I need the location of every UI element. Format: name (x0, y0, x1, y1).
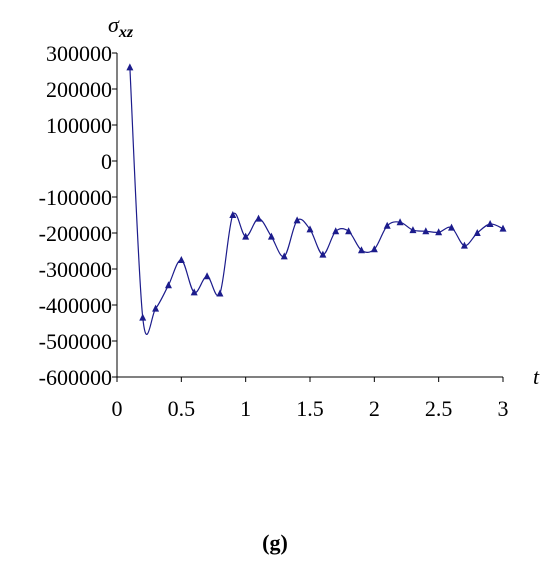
x-axis-label: t (533, 364, 540, 389)
marker (345, 227, 353, 235)
marker (460, 241, 468, 249)
y-tick-label: -600000 (39, 365, 112, 390)
marker (177, 256, 185, 263)
marker (229, 211, 237, 218)
y-label-subscript: xz (118, 24, 134, 41)
marker (357, 246, 365, 254)
x-tick-label: 2 (369, 396, 380, 421)
marker (422, 227, 430, 235)
x-tick-label: 0.5 (168, 396, 196, 421)
x-tick-label: 3 (498, 396, 509, 421)
marker (164, 281, 172, 289)
y-axis-label: σxz (108, 12, 134, 41)
y-tick-label: -100000 (39, 185, 112, 210)
marker (280, 252, 288, 260)
marker (409, 226, 417, 234)
marker (370, 245, 378, 253)
y-tick-label: -300000 (39, 257, 112, 282)
marker (332, 227, 340, 235)
y-tick-label: -400000 (39, 293, 112, 318)
y-tick-label: 100000 (46, 113, 112, 138)
marker (435, 228, 443, 236)
marker (203, 272, 211, 280)
caption: (g) (262, 530, 288, 555)
y-tick-label: 300000 (46, 41, 112, 66)
y-tick-label: 0 (101, 149, 112, 174)
marker (383, 221, 391, 229)
marker (267, 232, 275, 240)
marker (190, 288, 198, 296)
marker (396, 218, 404, 226)
marker (473, 229, 481, 236)
x-tick-label: 1.5 (296, 396, 324, 421)
y-tick-label: -200000 (39, 221, 112, 246)
line (129, 67, 504, 336)
marker (126, 63, 134, 71)
y-tick-label: 200000 (46, 77, 112, 102)
marker (152, 304, 160, 312)
x-tick-label: 1 (240, 396, 251, 421)
marker (216, 289, 224, 297)
marker (139, 313, 147, 321)
marker (319, 250, 327, 258)
marker (306, 225, 314, 233)
marker (486, 220, 494, 227)
marker (448, 223, 456, 231)
marker (255, 214, 263, 222)
y-tick-label: -500000 (39, 329, 112, 354)
x-tick-label: 0 (112, 396, 123, 421)
y-label-symbol: σ (108, 12, 120, 37)
marker (293, 216, 301, 224)
x-tick-label: 2.5 (425, 396, 453, 421)
marker (242, 232, 250, 240)
marker (499, 224, 507, 232)
